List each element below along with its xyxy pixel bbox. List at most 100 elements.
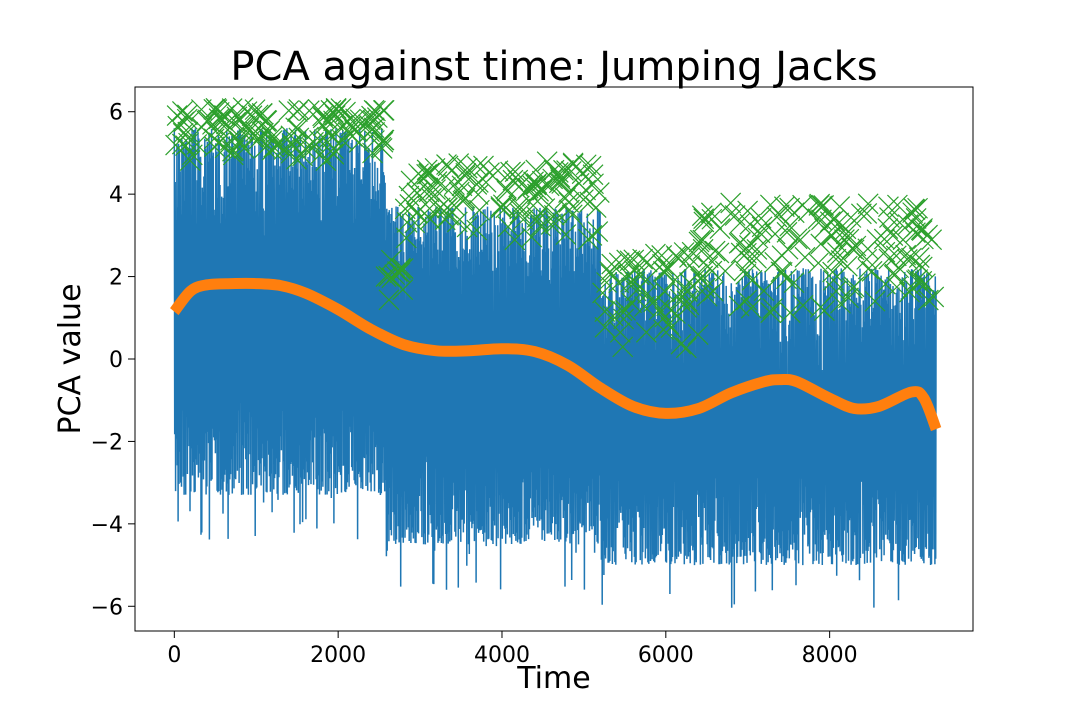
peak-marker [811,209,832,231]
peak-marker [540,214,562,235]
peak-marker [295,138,316,160]
peak-marker [874,241,896,263]
peak-marker [419,209,441,230]
peak-marker [835,223,857,245]
peak-marker [456,157,478,179]
peak-marker [454,187,476,209]
peak-marker [692,229,714,251]
peak-marker [904,199,926,221]
peak-marker [322,138,344,159]
peak-marker [252,122,274,144]
peak-marker [551,173,573,194]
peak-marker [648,299,670,321]
peak-marker [341,125,363,147]
peak-marker [779,197,801,219]
peak-marker [666,246,688,268]
peak-marker [396,211,418,233]
x-tick-label: 0 [167,643,181,668]
peak-marker [857,258,879,280]
peak-marker [807,208,829,230]
peak-marker [521,226,543,248]
peak-marker [395,227,417,249]
peak-marker [709,218,731,240]
peak-marker [776,268,797,290]
peak-marker [632,248,654,270]
peak-marker-series [165,97,945,359]
peak-marker [797,200,819,222]
peak-marker [263,136,285,158]
peak-marker [544,213,566,234]
peak-marker [701,208,723,230]
peak-marker [864,290,886,312]
peak-marker [585,197,607,218]
peak-marker [728,295,750,317]
peak-marker [789,229,811,251]
peak-marker [288,127,310,149]
peak-marker [923,286,945,308]
peak-marker [704,240,726,262]
peak-marker [656,295,678,317]
peak-marker [261,139,283,161]
peak-marker [912,228,934,250]
peak-marker [554,187,576,209]
peak-marker [883,264,905,286]
peak-marker [466,219,488,241]
y-tick-label: −4 [91,513,123,538]
pca-signal-line [173,128,937,608]
peak-marker [496,180,518,202]
peak-marker [394,198,416,220]
peak-marker [720,203,742,225]
peak-marker [779,215,801,237]
peak-marker [917,289,939,311]
peak-marker [179,150,201,171]
peak-marker [309,129,330,151]
peak-marker [601,253,623,275]
peak-marker [490,196,512,217]
peak-marker [687,324,709,345]
peak-marker [344,119,365,141]
peak-marker [577,228,599,250]
peak-marker [340,115,362,137]
peak-marker [373,129,395,151]
peak-marker [826,242,848,264]
peak-marker [178,132,199,154]
peak-marker [365,100,386,122]
peak-marker [372,131,394,153]
peak-marker [665,245,687,267]
peak-marker [836,255,858,277]
peak-marker [808,194,830,216]
y-tick-label: −2 [91,430,123,455]
peak-marker [526,206,548,228]
peak-marker [435,177,456,198]
peak-marker [225,111,247,133]
peak-marker [730,242,752,264]
peak-marker [741,269,763,291]
peak-marker [561,204,583,226]
peak-marker [454,165,476,187]
peak-marker [167,115,189,137]
peak-marker [378,289,400,311]
peak-marker [675,337,697,359]
peak-marker [620,271,641,293]
plot-area [165,97,945,608]
peak-marker [771,261,793,283]
peak-marker [366,107,388,128]
peak-marker [840,207,862,228]
x-tick-label: 4000 [474,643,530,668]
peak-marker [892,229,914,251]
trend-line [169,277,942,432]
peak-marker [177,121,199,143]
peak-marker [658,313,680,335]
peak-marker [434,209,456,231]
peak-marker [760,302,782,324]
peak-marker [908,247,930,268]
peak-marker [845,235,867,257]
peak-marker [280,142,302,164]
peak-marker [580,155,602,177]
peak-marker [623,249,645,271]
x-axis: 0 2000 4000 6000 8000 [167,631,858,668]
peak-marker [467,171,489,193]
peak-marker [303,131,324,153]
peak-marker [822,261,844,283]
peak-marker [526,172,548,194]
